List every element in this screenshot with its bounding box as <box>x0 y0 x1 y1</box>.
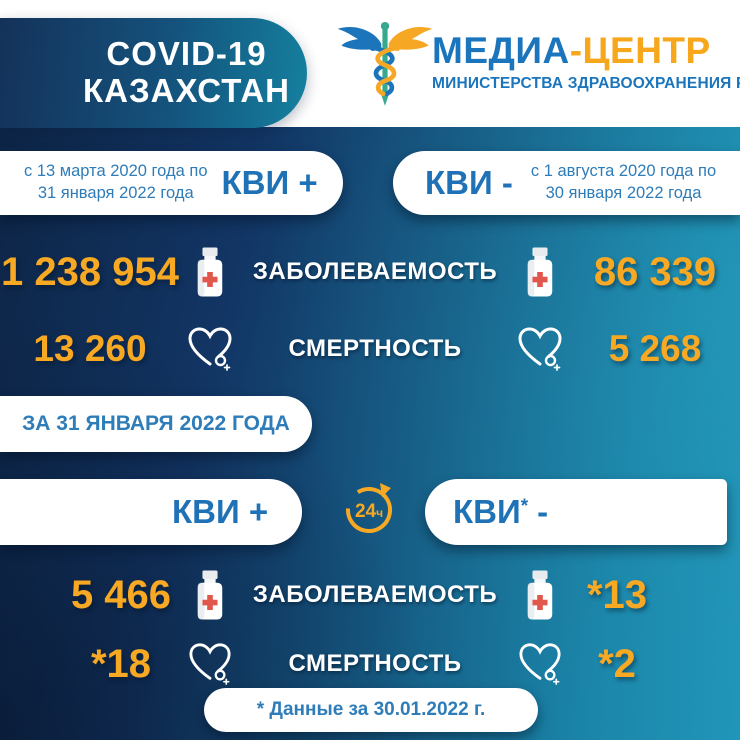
medicine-bottle-icon <box>510 246 570 298</box>
brand-title-yellow: -ЦЕНТР <box>569 30 711 71</box>
cumulative-incidence-kvi-plus-value: 1 238 954 <box>1 249 179 294</box>
brand-title-blue: МЕДИА <box>432 30 570 71</box>
heart-stethoscope-icon <box>510 326 570 372</box>
24h-clock-icon: 24ч <box>338 477 400 541</box>
heart-stethoscope-icon <box>180 326 240 372</box>
mortality-label: СМЕРТНОСТЬ <box>288 650 462 677</box>
kvi-plus-label: КВИ + <box>221 164 318 201</box>
daily-kvi-plus-pill: КВИ + <box>0 479 302 545</box>
brand-text: МЕДИА-ЦЕНТР МИНИСТЕРСТВА ЗДРАВООХРАНЕНИЯ… <box>432 18 740 118</box>
incidence-label: ЗАБОЛЕВАЕМОСТЬ <box>252 258 498 285</box>
kvi-minus-period-line2: 30 января 2022 года <box>545 184 702 202</box>
kvi-plus-period-line1: с 13 марта 2020 года по <box>24 162 208 181</box>
svg-text:24ч: 24ч <box>355 501 383 522</box>
daily-kvi-minus-pill: КВИ* - <box>425 479 727 545</box>
daily-kvi-plus-label: КВИ + <box>172 493 269 530</box>
kvi-minus-label: КВИ - <box>425 164 513 201</box>
caduceus-icon <box>337 21 433 106</box>
brand-subtitle: МИНИСТЕРСТВА ЗДРАВООХРАНЕНИЯ РК <box>432 75 740 92</box>
daily-mortality-row: *18 СМЕРТНОСТЬ *2 <box>0 634 740 694</box>
kvi-plus-period-line2: 31 января 2022 года <box>37 184 194 202</box>
medicine-bottle-icon <box>180 569 240 621</box>
cumulative-kvi-minus-pill: КВИ - с 1 августа 2020 года по 30 января… <box>393 151 740 215</box>
footnote-pill: * Данные за 30.01.2022 г. <box>204 688 538 732</box>
daily-kvi-minus-base: КВИ <box>453 493 521 530</box>
covid-title-box: COVID-19 КАЗАХСТАН <box>0 18 307 128</box>
kvi-plus-period: с 13 марта 2020 года по 31 января 2022 г… <box>24 161 208 205</box>
daily-date-pill: ЗА 31 ЯНВАРЯ 2022 ГОДА <box>0 396 312 452</box>
kvi-minus-period-line1: с 1 августа 2020 года по <box>530 162 717 181</box>
daily-kvi-minus-label: КВИ* - <box>453 493 548 531</box>
cumulative-incidence-row: 1 238 954 ЗАБОЛЕВАЕМОСТЬ 86 339 <box>0 240 740 304</box>
daily-incidence-kvi-plus-value: 5 466 <box>70 572 172 617</box>
medicine-bottle-icon <box>180 246 240 298</box>
cumulative-mortality-kvi-plus-value: 13 260 <box>33 328 147 369</box>
media-center-logo: МЕДИА-ЦЕНТР МИНИСТЕРСТВА ЗДРАВООХРАНЕНИЯ… <box>334 18 740 118</box>
mortality-label: СМЕРТНОСТЬ <box>288 335 462 362</box>
daily-incidence-kvi-minus-value: *13 <box>586 572 648 617</box>
title-line2: КАЗАХСТАН <box>83 72 290 109</box>
heart-stethoscope-icon <box>180 642 240 686</box>
title-line1: COVID-19 <box>106 35 267 73</box>
daily-incidence-row: 5 466 ЗАБОЛЕВАЕМОСТЬ *13 <box>0 563 740 627</box>
daily-kvi-minus-tail: - <box>537 493 549 530</box>
brand-title: МЕДИА-ЦЕНТР <box>432 32 740 69</box>
footnote-text: * Данные за 30.01.2022 г. <box>256 699 486 720</box>
daily-mortality-kvi-plus-value: *18 <box>90 641 152 686</box>
daily-mortality-kvi-minus-value: *2 <box>598 641 636 686</box>
cumulative-mortality-kvi-minus-value: 5 268 <box>608 328 702 369</box>
medicine-bottle-icon <box>510 569 570 621</box>
cumulative-kvi-plus-pill: с 13 марта 2020 года по 31 января 2022 г… <box>0 151 343 215</box>
cumulative-mortality-row: 13 260 СМЕРТНОСТЬ 5 268 <box>0 318 740 380</box>
daily-kvi-minus-asterisk: * <box>520 496 529 517</box>
kvi-minus-period: с 1 августа 2020 года по 30 января 2022 … <box>531 161 716 205</box>
heart-stethoscope-icon <box>510 642 570 686</box>
cumulative-incidence-kvi-minus-value: 86 339 <box>593 249 717 294</box>
daily-date-label: ЗА 31 ЯНВАРЯ 2022 ГОДА <box>22 412 290 435</box>
incidence-label: ЗАБОЛЕВАЕМОСТЬ <box>252 581 498 608</box>
